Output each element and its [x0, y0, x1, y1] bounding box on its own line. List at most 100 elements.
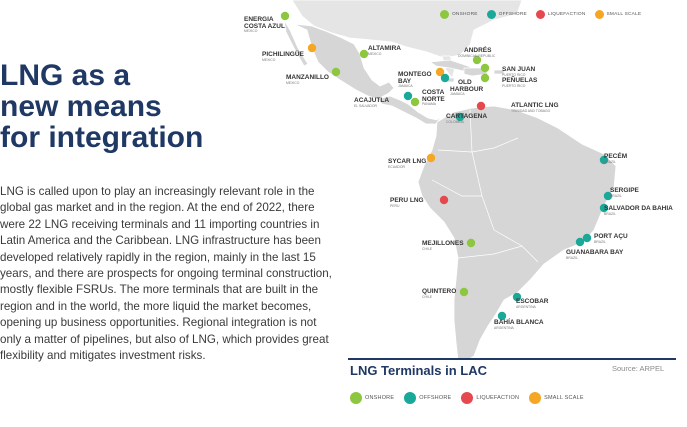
terminal-label: MEJILLONES	[422, 240, 464, 247]
terminal-label: PECÉM	[604, 151, 627, 160]
terminal-marker-onshore	[331, 67, 341, 77]
terminal-label: CARTAGENA	[446, 113, 487, 120]
onshore-dot-icon	[350, 392, 362, 404]
terminal-label: NORTE	[422, 96, 445, 103]
body-paragraph: LNG is called upon to play an increasing…	[0, 185, 332, 363]
map-caption-title: LNG Terminals in LAC	[350, 363, 487, 378]
legend-small-scale: SMALL SCALE	[594, 10, 642, 19]
small-scale-dot-icon	[594, 10, 604, 19]
terminal-marker-onshore	[466, 238, 476, 248]
legend-label: SMALL SCALE	[544, 395, 584, 401]
terminal-label: PERU LNG	[390, 197, 424, 204]
page-heading: LNG as a new means for integration	[0, 60, 203, 153]
terminal-label: COSTA AZUL	[244, 23, 285, 30]
terminal-label: SYCAR LNG	[388, 158, 426, 165]
terminal-country: PUERTO RICO	[502, 84, 526, 88]
terminal-label: SERGIPE	[610, 187, 640, 194]
legend-label: ONSHORE	[365, 395, 395, 401]
legend-label: ONSHORE	[452, 12, 478, 17]
terminal-marker-onshore	[410, 97, 420, 107]
terminal-markers	[280, 11, 613, 321]
terminal-label: PICHILINGÜE	[262, 49, 305, 58]
terminal-marker-liquefaction	[476, 101, 486, 111]
terminal-marker-offshore	[512, 292, 522, 302]
terminal-marker-offshore	[599, 203, 609, 213]
terminal-label: ALTAMIRA	[368, 45, 401, 52]
terminal-label: PORT AÇU	[594, 233, 628, 240]
terminal-marker-offshore	[403, 91, 413, 101]
terminal-label: ANDRÉS	[464, 45, 492, 54]
terminal-marker-offshore	[582, 233, 592, 243]
landmass-central-america	[377, 95, 443, 125]
terminal-marker-small_scale	[426, 153, 436, 163]
terminal-label: ACAJUTLA	[354, 97, 389, 104]
terminal-country: ARGENTINA	[516, 305, 537, 309]
terminal-marker-offshore	[575, 237, 585, 247]
caption-divider	[348, 358, 676, 360]
terminal-label: HARBOUR	[450, 86, 484, 93]
legend-small-scale: SMALL SCALE	[529, 392, 584, 404]
terminal-marker-onshore	[472, 55, 482, 65]
terminal-marker-small_scale	[435, 67, 445, 77]
terminal-label: SAN JUAN	[502, 66, 536, 73]
terminal-country: JAMAICA	[398, 84, 413, 88]
terminal-label: ENERGIA	[244, 16, 274, 23]
terminal-marker-onshore	[459, 287, 469, 297]
legend-label: LIQUEFACTION	[476, 395, 520, 401]
terminal-marker-offshore	[440, 73, 450, 83]
terminal-marker-offshore	[603, 191, 613, 201]
terminal-country: ARGENTINA	[494, 326, 515, 330]
terminal-country: COLOMBIA	[446, 120, 465, 124]
terminal-marker-onshore	[280, 11, 290, 21]
terminal-label: BAHÍA BLANCA	[494, 317, 544, 326]
heading-line-1: LNG as a	[0, 59, 131, 92]
terminal-marker-onshore	[359, 49, 369, 59]
landmass-mexico	[293, 23, 395, 100]
legend-label: OFFSHORE	[419, 395, 452, 401]
liquefaction-dot-icon	[535, 10, 545, 19]
terminal-country: BRAZIL	[604, 212, 616, 216]
landmass-baja	[283, 19, 309, 67]
terminal-country: PANAMA	[422, 102, 437, 106]
terminal-label: COSTA	[422, 89, 445, 96]
terminal-country: MEXICO	[262, 58, 276, 62]
terminal-country: BRAZIL	[604, 160, 616, 164]
terminal-marker-small_scale	[307, 43, 317, 53]
terminal-country: CHILE	[422, 247, 433, 251]
lng-terminal-map: ENERGIA COSTA AZUL MEXICO PICHILINGÜE ME…	[232, 0, 687, 360]
legend-liquefaction: LIQUEFACTION	[461, 392, 519, 404]
map-source: Source: ARPEL	[612, 364, 665, 373]
legend-onshore: ONSHORE	[440, 10, 478, 19]
terminal-labels: ENERGIA COSTA AZUL MEXICO PICHILINGÜE ME…	[244, 16, 673, 330]
legend-label: LIQUEFACTION	[547, 12, 586, 17]
terminal-label: BAY	[398, 78, 412, 85]
map-svg: ENERGIA COSTA AZUL MEXICO PICHILINGÜE ME…	[244, 0, 673, 360]
legend-label: SMALL SCALE	[606, 12, 642, 17]
terminal-label: MANZANILLO	[286, 74, 329, 81]
terminal-marker-onshore	[480, 63, 490, 73]
legend-liquefaction: LIQUEFACTION	[535, 10, 586, 19]
legend-onshore: ONSHORE	[350, 392, 394, 404]
terminal-country: TRINIDAD AND TOBAGO	[511, 109, 551, 113]
landmass-usa	[291, 0, 523, 59]
terminal-country: MEXICO	[368, 52, 382, 56]
offshore-dot-icon	[486, 10, 496, 19]
terminal-country: MEXICO	[244, 29, 258, 33]
terminal-label: GUANABARA BAY	[566, 249, 624, 256]
terminal-country: PUERTO RICO	[502, 73, 526, 77]
small-scale-dot-icon	[529, 392, 542, 404]
terminal-label: MONTEGO	[398, 71, 432, 78]
heading-line-2: new means	[0, 90, 162, 123]
terminal-country: DOMINICAN REPUBLIC	[458, 54, 496, 58]
terminal-country: BRAZIL	[594, 240, 606, 244]
terminal-label: PEÑUELAS	[502, 75, 538, 84]
legend-label: OFFSHORE	[498, 12, 527, 17]
terminal-country: CHILE	[422, 295, 433, 299]
legend-offshore: OFFSHORE	[404, 392, 451, 404]
country-borders	[431, 109, 539, 263]
terminal-country: MEXICO	[286, 81, 300, 85]
terminal-label: ATLANTIC LNG	[511, 102, 559, 109]
map-legend-bottom: ONSHORE OFFSHORE LIQUEFACTION SMALL SCAL…	[350, 392, 584, 404]
terminal-marker-offshore	[455, 112, 465, 122]
offshore-dot-icon	[404, 392, 417, 404]
